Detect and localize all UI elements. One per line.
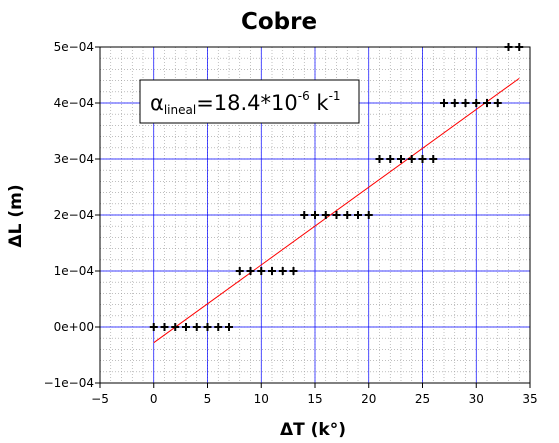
x-tick-label: 35 <box>522 392 537 406</box>
data-point <box>321 211 330 219</box>
data-point <box>214 323 223 331</box>
x-tick-label: 15 <box>307 392 322 406</box>
data-points <box>149 43 524 331</box>
x-tick-label: 10 <box>254 392 269 406</box>
data-point <box>192 323 201 331</box>
data-point <box>182 323 190 331</box>
data-point <box>289 267 298 275</box>
data-point <box>472 99 481 107</box>
data-point <box>450 99 459 107</box>
x-tick-label: 25 <box>415 392 430 406</box>
data-point <box>160 323 169 331</box>
data-point <box>354 211 362 219</box>
y-tick-label: 4e−04 <box>54 96 94 110</box>
fit-line <box>153 77 520 344</box>
data-point <box>171 323 180 331</box>
data-point <box>300 211 309 219</box>
annotation-box: αlineal=18.4*10-6 k-1 <box>139 79 360 124</box>
data-point <box>440 99 448 107</box>
data-point <box>418 155 427 163</box>
x-axis: −5 0 5 10 15 20 25 30 35 <box>91 383 538 406</box>
x-tick-label: 30 <box>469 392 484 406</box>
data-point <box>149 323 158 331</box>
data-point <box>343 211 352 219</box>
data-point <box>375 155 384 163</box>
y-tick-label: 0e+00 <box>54 320 94 334</box>
data-point <box>311 211 319 219</box>
x-tick-label: 5 <box>204 392 212 406</box>
annotation-text: αlineal=18.4*10-6 k-1 <box>150 89 341 117</box>
y-axis: −1e−04 0e+00 1e−04 2e−04 3e−04 4e−04 5e−04 <box>44 40 100 390</box>
data-point <box>515 43 524 51</box>
y-tick-label: 5e−04 <box>54 40 94 54</box>
data-point <box>407 155 416 163</box>
data-point <box>235 267 244 275</box>
x-tick-label: 0 <box>150 392 158 406</box>
data-point <box>493 99 502 107</box>
data-point <box>225 323 233 331</box>
data-point <box>203 323 212 331</box>
data-point <box>386 155 395 163</box>
data-point <box>268 267 276 275</box>
data-point <box>461 99 470 107</box>
data-point <box>278 267 287 275</box>
annotation-exponent: -6 <box>298 89 310 103</box>
y-tick-label: 1e−04 <box>54 264 94 278</box>
annotation-unit: k <box>310 91 330 115</box>
annotation-main: =18.4*10 <box>196 91 298 115</box>
x-tick-label: −5 <box>91 392 109 406</box>
data-point <box>257 267 266 275</box>
annotation-symbol: α <box>150 91 164 115</box>
data-point <box>483 99 491 107</box>
y-tick-label: −1e−04 <box>44 376 94 390</box>
data-point <box>364 211 373 219</box>
y-axis-label: ΔL (m) <box>6 184 26 247</box>
data-point <box>246 267 255 275</box>
x-tick-label: 20 <box>361 392 376 406</box>
data-point <box>397 155 405 163</box>
data-point <box>332 211 341 219</box>
data-point <box>429 155 438 163</box>
annotation-subscript: lineal <box>164 103 196 117</box>
x-axis-label: ΔT (k°) <box>280 420 346 440</box>
data-point <box>504 43 513 51</box>
chart-title: Cobre <box>241 9 317 35</box>
y-tick-label: 3e−04 <box>54 152 94 166</box>
fit-line-group <box>153 77 520 344</box>
y-tick-label: 2e−04 <box>54 208 94 222</box>
annotation-unit-exponent: -1 <box>329 89 341 103</box>
